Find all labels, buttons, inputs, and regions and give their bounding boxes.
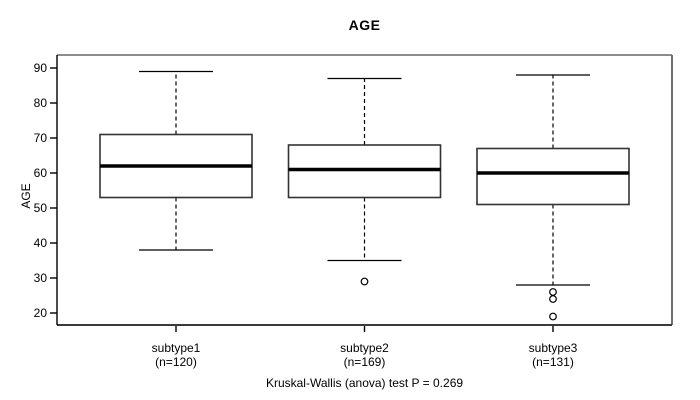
group-label: subtype3 bbox=[529, 341, 578, 355]
y-tick-label: 30 bbox=[34, 271, 48, 285]
outlier-point bbox=[360, 277, 369, 286]
iqr-box bbox=[476, 147, 630, 206]
outlier-point bbox=[549, 312, 557, 321]
chart-title: AGE bbox=[348, 17, 381, 33]
group-label: subtype2 bbox=[340, 341, 389, 355]
y-tick-label: 80 bbox=[34, 96, 48, 110]
group-label: subtype1 bbox=[152, 341, 201, 355]
y-tick-label: 50 bbox=[34, 201, 48, 215]
group-sublabel: (n=120) bbox=[155, 355, 197, 369]
y-tick-label: 60 bbox=[34, 166, 48, 180]
y-tick-label: 70 bbox=[34, 131, 48, 145]
outlier-point bbox=[549, 288, 557, 296]
y-tick-label: 40 bbox=[34, 236, 48, 250]
group-sublabel: (n=131) bbox=[532, 355, 574, 369]
y-tick-label: 90 bbox=[34, 61, 48, 75]
outlier-point bbox=[549, 295, 557, 303]
group-sublabel: (n=169) bbox=[344, 355, 386, 369]
y-tick-label: 20 bbox=[34, 306, 48, 320]
stat-test-caption: Kruskal-Wallis (anova) test P = 0.269 bbox=[265, 376, 464, 390]
